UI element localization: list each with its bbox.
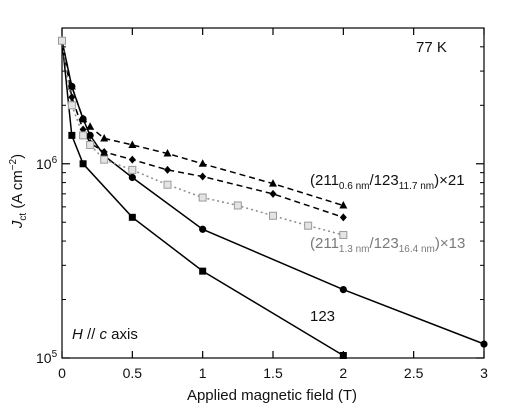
data-point-2-6 [163,148,172,157]
data-point-3-4 [100,147,108,156]
data-point-1-8 [480,340,488,348]
data-point-2-3 [86,122,95,130]
y-axis-label: Jct (A cm−2) [8,154,29,229]
axes: 0 0.5 1 1.5 2 2.5 3 106 105 [36,27,488,381]
orientation-c: c [100,326,108,343]
y-label-unit: (A cm [9,170,26,213]
data-point-4-11 [339,230,348,239]
label-a-sub2: 11.7 nm [399,181,434,192]
data-point-2-9 [339,200,348,209]
x-axis-label: Applied magnetic field (T) [187,387,357,404]
label-b-part2: /123 [370,235,399,252]
x-tick-label: 1.5 [263,365,283,381]
label-b-sub1: 1.3 nm [339,244,370,255]
y-label-sup: −2 [8,158,19,170]
data-point-4-5 [128,165,137,174]
data-point-2-5 [128,140,137,148]
data-point-4-4 [100,155,109,164]
data-point-0-2 [79,160,87,168]
data-point-1-7 [339,285,347,294]
label-b-part1: (211 [310,235,339,252]
series-label-multilayer-b: (2111.3 nm/12316.4 nm)×13 [310,235,465,255]
data-point-4-1 [67,101,76,110]
series-markers [58,36,488,360]
x-tick-label: 3 [480,365,488,381]
data-point-2-4 [100,133,109,142]
data-point-3-8 [269,189,277,198]
data-point-2-1 [67,81,76,90]
data-point-2-8 [269,179,277,187]
data-point-0-4 [199,267,207,275]
series-label-multilayer-a: (2110.6 nm/12311.7 nm)×21 [310,172,465,192]
series-lines [61,40,485,357]
temperature-label: 77 K [416,39,447,56]
data-point-4-7 [198,193,207,202]
data-point-3-9 [339,213,347,222]
series-label-123: 123 [310,308,335,325]
x-tick-label: 0 [58,365,66,381]
y-label-main: J [9,220,26,229]
data-point-3-5 [128,155,136,164]
x-tick-label: 2 [339,365,347,381]
series-line-2 [61,40,344,207]
data-point-0-3 [128,213,136,221]
label-a-part2: /123 [370,172,399,189]
label-b-sub2: 16.4 nm [399,244,435,255]
data-point-3-6 [164,165,171,174]
series-line-3 [61,40,344,219]
data-point-3-7 [199,172,207,181]
orientation-h: H [72,326,83,343]
series-line-0 [61,40,344,357]
data-point-4-10 [304,221,313,230]
data-point-4-8 [233,201,242,210]
data-point-4-3 [86,140,95,149]
label-a-part3: )×21 [434,172,464,189]
label-a-sub1: 0.6 nm [339,181,370,192]
orientation-rest: axis [107,326,138,343]
x-tick-label: 1 [199,365,207,381]
data-point-3-1 [68,93,76,102]
data-point-1-5 [128,173,136,182]
data-point-0-1 [68,131,76,139]
data-point-4-0 [58,36,66,45]
y-label-sub: ct [18,213,29,221]
data-point-1-6 [199,225,207,233]
x-tick-label: 2.5 [404,365,424,381]
data-point-1-3 [86,131,94,139]
data-point-2-2 [79,114,88,123]
y-label-close: ) [9,154,26,159]
x-tick-label: 0.5 [123,365,143,381]
data-point-2-7 [198,159,207,167]
y-tick-label: 105 [36,349,58,366]
data-point-4-9 [269,211,277,220]
orientation-mid: // [83,326,100,343]
data-point-4-6 [163,180,172,189]
orientation-label: H // c axis [72,326,138,343]
y-tick-label: 106 [36,155,58,172]
label-b-part3: )×13 [435,235,465,252]
data-point-4-2 [79,131,88,140]
label-a-part1: (211 [310,172,339,189]
